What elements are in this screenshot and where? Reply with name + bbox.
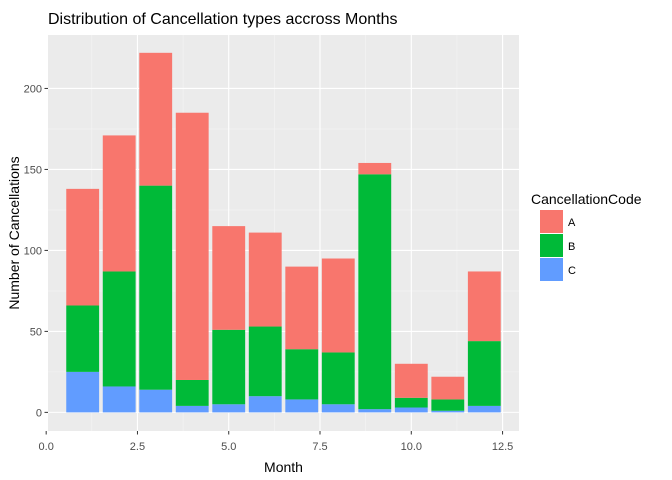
legend-label-c: C [568,265,576,277]
bar-segment-b [212,329,246,405]
bar-segment-a [102,135,136,272]
bar-segment-a [285,266,319,350]
x-tick-label: 10.0 [401,441,422,453]
y-axis-title: Number of Cancellations [6,156,22,309]
x-tick-label: 12.5 [492,441,513,453]
bar-segment-a [467,271,501,342]
bar-segment-a [431,376,465,400]
legend-key-a [540,210,563,233]
bar-segment-b [358,174,392,410]
bar-segment-c [358,409,392,413]
bar-segment-c [175,405,209,413]
bar-segment-c [212,404,246,413]
y-tick-label: 150 [24,164,42,176]
bar-segment-b [248,326,282,397]
y-tick-label: 100 [24,245,42,257]
bar-segment-c [321,404,355,413]
bar-segment-b [139,185,173,390]
bar-segment-b [66,305,100,372]
bar-segment-a [212,226,246,330]
bar-segment-c [394,407,428,413]
bar-segment-b [321,352,355,405]
legend-key-c [540,258,563,281]
bar-segment-b [175,379,209,406]
bar-segment-a [394,363,428,398]
bar-segment-b [102,271,136,387]
legend-key-b [540,234,563,257]
bar-segment-c [467,405,501,413]
bar-segment-a [139,52,173,186]
legend-label-a: A [568,217,576,229]
x-tick-label: 0.0 [39,441,54,453]
bar-segment-b [431,399,465,411]
bar-segment-a [175,112,209,380]
bar-segment-c [66,371,100,413]
x-tick-label: 7.5 [312,441,327,453]
bar-segment-c [102,386,136,413]
y-tick-label: 200 [24,83,42,95]
y-tick-label: 50 [30,326,42,338]
legend-label-b: B [568,241,575,253]
legend-title: CancellationCode [531,191,642,207]
x-tick-label: 5.0 [221,441,236,453]
bar-segment-c [285,399,319,413]
y-tick-label: 0 [36,407,42,419]
x-tick-label: 2.5 [130,441,145,453]
bar-segment-c [139,389,173,413]
bar-segment-a [66,188,100,306]
bar-segment-a [358,162,392,175]
bar-segment-c [431,410,465,413]
y-axis-ticks: 0 50 100 150 200 [24,83,48,419]
legend: CancellationCode ABC [531,191,642,281]
x-axis-title: Month [264,459,303,475]
x-axis-ticks: 0.0 2.5 5.0 7.5 10.0 12.5 [39,431,513,453]
bar-segment-b [394,397,428,408]
chart-title: Distribution of Cancellation types accro… [48,11,398,28]
bar-segment-a [248,232,282,327]
bars [66,52,501,413]
bar-segment-a [321,258,355,353]
bar-segment-b [285,349,319,400]
bar-segment-c [248,396,282,413]
bar-segment-b [467,341,501,406]
